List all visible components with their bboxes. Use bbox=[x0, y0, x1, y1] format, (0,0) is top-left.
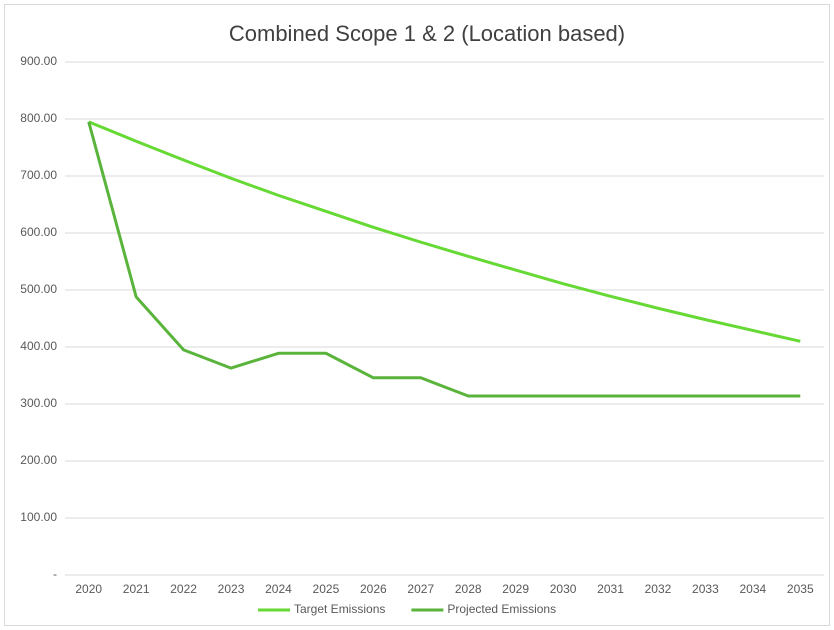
y-tick-label: 600.00 bbox=[20, 225, 57, 239]
x-tick-label: 2026 bbox=[360, 582, 387, 596]
y-tick-label: 400.00 bbox=[20, 339, 57, 353]
x-tick-label: 2032 bbox=[645, 582, 672, 596]
y-tick-label: 300.00 bbox=[20, 396, 57, 410]
legend-label: Projected Emissions bbox=[447, 602, 556, 616]
x-tick-label: 2031 bbox=[597, 582, 624, 596]
x-tick-label: 2030 bbox=[550, 582, 577, 596]
x-tick-label: 2023 bbox=[218, 582, 245, 596]
x-tick-label: 2021 bbox=[123, 582, 150, 596]
y-tick-label: 100.00 bbox=[20, 510, 57, 524]
x-tick-label: 2028 bbox=[455, 582, 482, 596]
x-tick-label: 2027 bbox=[407, 582, 434, 596]
y-tick-label: 500.00 bbox=[20, 282, 57, 296]
x-tick-label: 2022 bbox=[170, 582, 197, 596]
x-tick-label: 2035 bbox=[787, 582, 814, 596]
y-tick-label: 700.00 bbox=[20, 168, 57, 182]
x-tick-label: 2025 bbox=[313, 582, 340, 596]
legend-label: Target Emissions bbox=[294, 602, 385, 616]
x-tick-label: 2020 bbox=[75, 582, 102, 596]
x-tick-label: 2024 bbox=[265, 582, 292, 596]
y-tick-label: 900.00 bbox=[20, 54, 57, 68]
x-tick-label: 2033 bbox=[692, 582, 719, 596]
chart-title: Combined Scope 1 & 2 (Location based) bbox=[229, 21, 625, 46]
line-series bbox=[88, 120, 801, 343]
x-tick-label: 2034 bbox=[739, 582, 766, 596]
chart-border bbox=[4, 4, 830, 626]
line-series bbox=[87, 121, 801, 398]
y-tick-label: 200.00 bbox=[20, 453, 57, 467]
y-tick-label: 800.00 bbox=[20, 111, 57, 125]
x-tick-label: 2029 bbox=[502, 582, 529, 596]
y-tick-label: - bbox=[53, 567, 57, 581]
